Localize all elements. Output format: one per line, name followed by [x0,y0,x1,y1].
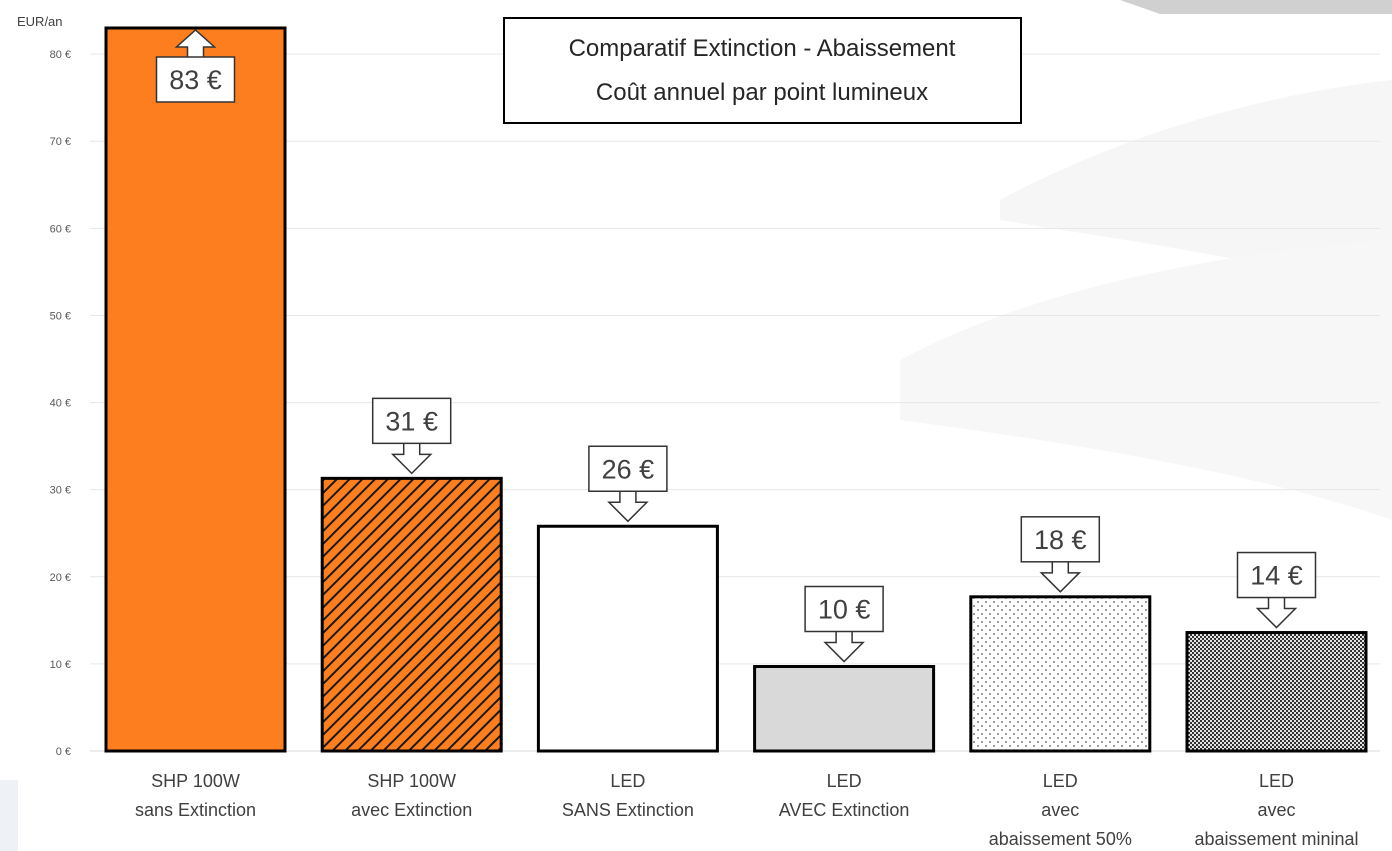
data-label: 18 € [1034,525,1087,555]
chart-title-box: Comparatif Extinction - Abaissement Coût… [503,17,1022,124]
x-tick-label: abaissement 50% [989,829,1132,849]
callout-arrow [607,491,649,523]
bars [104,26,1368,753]
value-callout: 18 € [1020,516,1101,593]
value-callout: 83 € [155,28,236,103]
callout-box [588,445,668,493]
chart-title-line-2: Coût annuel par point lumineux [596,79,928,106]
x-tick-label: sans Extinction [135,800,256,820]
value-callouts: 83 € 31 € 26 € 10 € 18 € 14 € [155,28,1317,663]
bar [969,595,1152,753]
value-callout: 14 € [1236,551,1317,629]
x-tick-label: LED [610,771,645,791]
callout-arrow [1255,597,1298,629]
x-tick-label: avec [1041,800,1079,820]
data-label: 10 € [818,595,871,625]
x-tick-label: SANS Extinction [562,800,694,820]
y-tick-label: 40 € [50,398,71,410]
value-callout: 26 € [588,445,668,523]
x-tick-label: SHP 100W [151,771,240,791]
x-axis: SHP 100W sans Extinction SHP 100W avec Exti… [135,771,1359,849]
callout-box [804,585,884,633]
y-tick-label: 30 € [50,485,71,497]
x-tick-label: avec [1257,800,1295,820]
data-label: 14 € [1250,561,1303,591]
x-tick-label: LED [827,771,862,791]
x-tick-label: avec Extinction [351,800,472,820]
y-tick-label: 70 € [50,136,71,148]
x-tick-label: LED [1259,771,1294,791]
bar [753,665,936,753]
callout-box [155,56,236,103]
value-callout: 10 € [804,585,884,663]
data-label: 26 € [602,454,655,484]
y-tick-label: 60 € [50,223,71,235]
y-tick-label: 20 € [50,572,71,584]
callout-arrow [390,443,433,475]
x-tick-label: abaissement mininal [1194,829,1358,849]
data-label: 31 € [385,406,438,436]
bar [1185,631,1368,753]
y-tick-label: 50 € [50,310,71,322]
x-tick-label: SHP 100W [367,771,456,791]
y-tick-label: 0 € [56,746,71,758]
x-tick-label: AVEC Extinction [779,800,910,820]
bar [104,26,287,753]
callout-arrow [823,631,865,663]
callout-arrow [1039,561,1082,593]
callout-box [1236,551,1317,599]
value-callout: 31 € [371,397,452,475]
data-label: 83 € [169,65,222,95]
bar [320,476,503,753]
callout-arrow [174,28,217,57]
y-tick-label: 80 € [50,49,71,61]
callout-box [371,397,452,445]
chart-title-line-1: Comparatif Extinction - Abaissement [569,35,956,62]
y-axis: 0 € 10 € 20 € 30 € 40 € 50 € 60 € 70 € 80 € [50,49,71,758]
y-axis-label: EUR/an [17,14,63,29]
x-tick-label: LED [1043,771,1078,791]
y-tick-label: 10 € [50,659,71,671]
callout-box [1020,516,1101,563]
bar [536,524,719,753]
